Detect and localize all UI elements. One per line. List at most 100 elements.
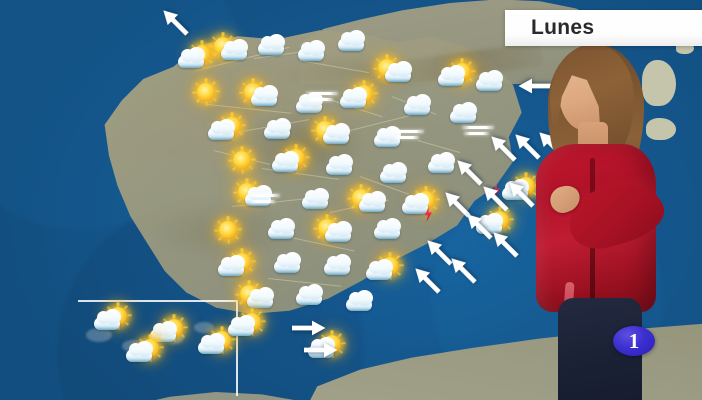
- wind-arrow-icon: [461, 208, 496, 243]
- cloud-icon: [450, 102, 477, 123]
- cloudy-icon: [422, 150, 462, 178]
- wind-arrow-icon: [409, 262, 444, 297]
- wind-arrow-icon: [445, 252, 480, 287]
- cloud-icon: [326, 154, 353, 175]
- cloud-icon: [302, 188, 329, 209]
- cloud-icon: [428, 152, 455, 173]
- cloud-icon: [247, 287, 274, 308]
- cloud-icon: [404, 94, 431, 115]
- sunny-icon: [222, 146, 262, 174]
- cloud-icon: [94, 309, 121, 330]
- cloud-sun-icon: [312, 120, 352, 148]
- cloud-icon: [264, 118, 291, 139]
- cloud-icon: [346, 290, 373, 311]
- cloud-icon: [385, 61, 412, 82]
- sun-behind-cloud-icon: [196, 330, 236, 358]
- mallorca-island: [642, 60, 676, 106]
- cloud-icon: [274, 252, 301, 273]
- cloud-icon: [359, 191, 386, 212]
- weather-presenter: [524, 36, 671, 400]
- cloudy-icon: [340, 288, 380, 316]
- cloudy-icon: [444, 100, 484, 128]
- canary-isle: [194, 322, 214, 333]
- cloud-icon: [325, 221, 352, 242]
- cloudy-icon: [262, 216, 302, 244]
- sunny-icon: [186, 78, 226, 106]
- fog-bars-icon: [248, 194, 280, 205]
- cloud-icon: [208, 119, 235, 140]
- sunny-icon: [208, 216, 248, 244]
- sun-behind-cloud-icon: [216, 252, 256, 280]
- wind-arrow-icon: [487, 226, 522, 261]
- fog-bars-icon: [306, 92, 338, 103]
- cloudy-icon: [398, 92, 438, 120]
- lightning-bolt-icon: [486, 172, 526, 200]
- cloud-icon: [338, 30, 365, 51]
- cloudy-icon: [252, 32, 292, 60]
- lightning-bolt-icon: [418, 196, 458, 224]
- sun-icon: [233, 151, 251, 169]
- sun-behind-cloud-icon: [92, 306, 132, 334]
- cloudy-icon: [292, 38, 332, 66]
- cloud-icon: [126, 341, 153, 362]
- morocco-landmass: [110, 392, 340, 400]
- day-label: Lunes: [531, 16, 595, 39]
- cloud-icon: [323, 123, 350, 144]
- cloud-sun-icon: [374, 58, 414, 86]
- cloudy-icon: [320, 152, 360, 180]
- storm-marker: [492, 182, 501, 198]
- sun-behind-cloud-icon: [124, 338, 164, 366]
- wind-arrow-icon: [292, 320, 326, 336]
- wind-arrow-icon: [477, 180, 512, 215]
- sun-behind-cloud-icon: [270, 148, 310, 176]
- fog-bars-icon: [462, 126, 494, 137]
- sun-icon: [219, 221, 237, 239]
- sun-behind-cloud-icon: [338, 84, 378, 112]
- cloud-icon: [438, 65, 465, 86]
- cloud-icon: [198, 333, 225, 354]
- canary-isle: [86, 328, 112, 342]
- cloud-sun-icon: [348, 188, 388, 216]
- ibiza-island: [646, 118, 676, 140]
- cloud-icon: [221, 39, 248, 60]
- wind-arrow-icon: [439, 186, 474, 221]
- sun-behind-cloud-icon: [436, 62, 476, 90]
- day-banner: Lunes: [505, 10, 702, 46]
- cloud-icon: [251, 85, 278, 106]
- wind-arrow-icon: [509, 128, 544, 163]
- wind-arrow-icon: [304, 342, 338, 358]
- wind-arrow-icon: [503, 176, 538, 211]
- cloud-icon: [476, 70, 503, 91]
- cloud-icon: [366, 259, 393, 280]
- cloud-sun-icon: [240, 82, 280, 110]
- cloudy-icon: [296, 186, 336, 214]
- cloud-sun-icon: [210, 36, 250, 64]
- storm-marker: [424, 206, 433, 222]
- cloud-icon: [258, 34, 285, 55]
- cloudy-icon: [318, 252, 358, 280]
- cloud-icon: [272, 151, 299, 172]
- sun-behind-cloud-icon: [400, 190, 440, 218]
- fog-bars-icon: [392, 130, 424, 141]
- sun-behind-cloud-icon: [206, 116, 246, 144]
- wind-arrow-icon: [451, 154, 486, 189]
- cloudy-icon: [290, 282, 330, 310]
- cloud-sun-icon: [236, 284, 276, 312]
- wind-arrow-icon: [518, 78, 552, 94]
- sun-behind-cloud-icon: [364, 256, 404, 284]
- cloud-icon: [380, 162, 407, 183]
- cloudy-icon: [470, 68, 510, 96]
- cloudy-icon: [332, 28, 372, 56]
- cloud-icon: [268, 218, 295, 239]
- cloud-icon: [218, 255, 245, 276]
- channel-1-logo-icon: 1: [613, 326, 655, 356]
- cloud-icon: [178, 47, 205, 68]
- cloudy-icon: [368, 216, 408, 244]
- cloud-icon: [228, 315, 255, 336]
- cloud-icon: [402, 193, 429, 214]
- channel-logo-number: 1: [628, 328, 640, 353]
- cloud-icon: [374, 218, 401, 239]
- cloud-icon: [296, 284, 323, 305]
- wind-arrow-icon: [157, 4, 192, 39]
